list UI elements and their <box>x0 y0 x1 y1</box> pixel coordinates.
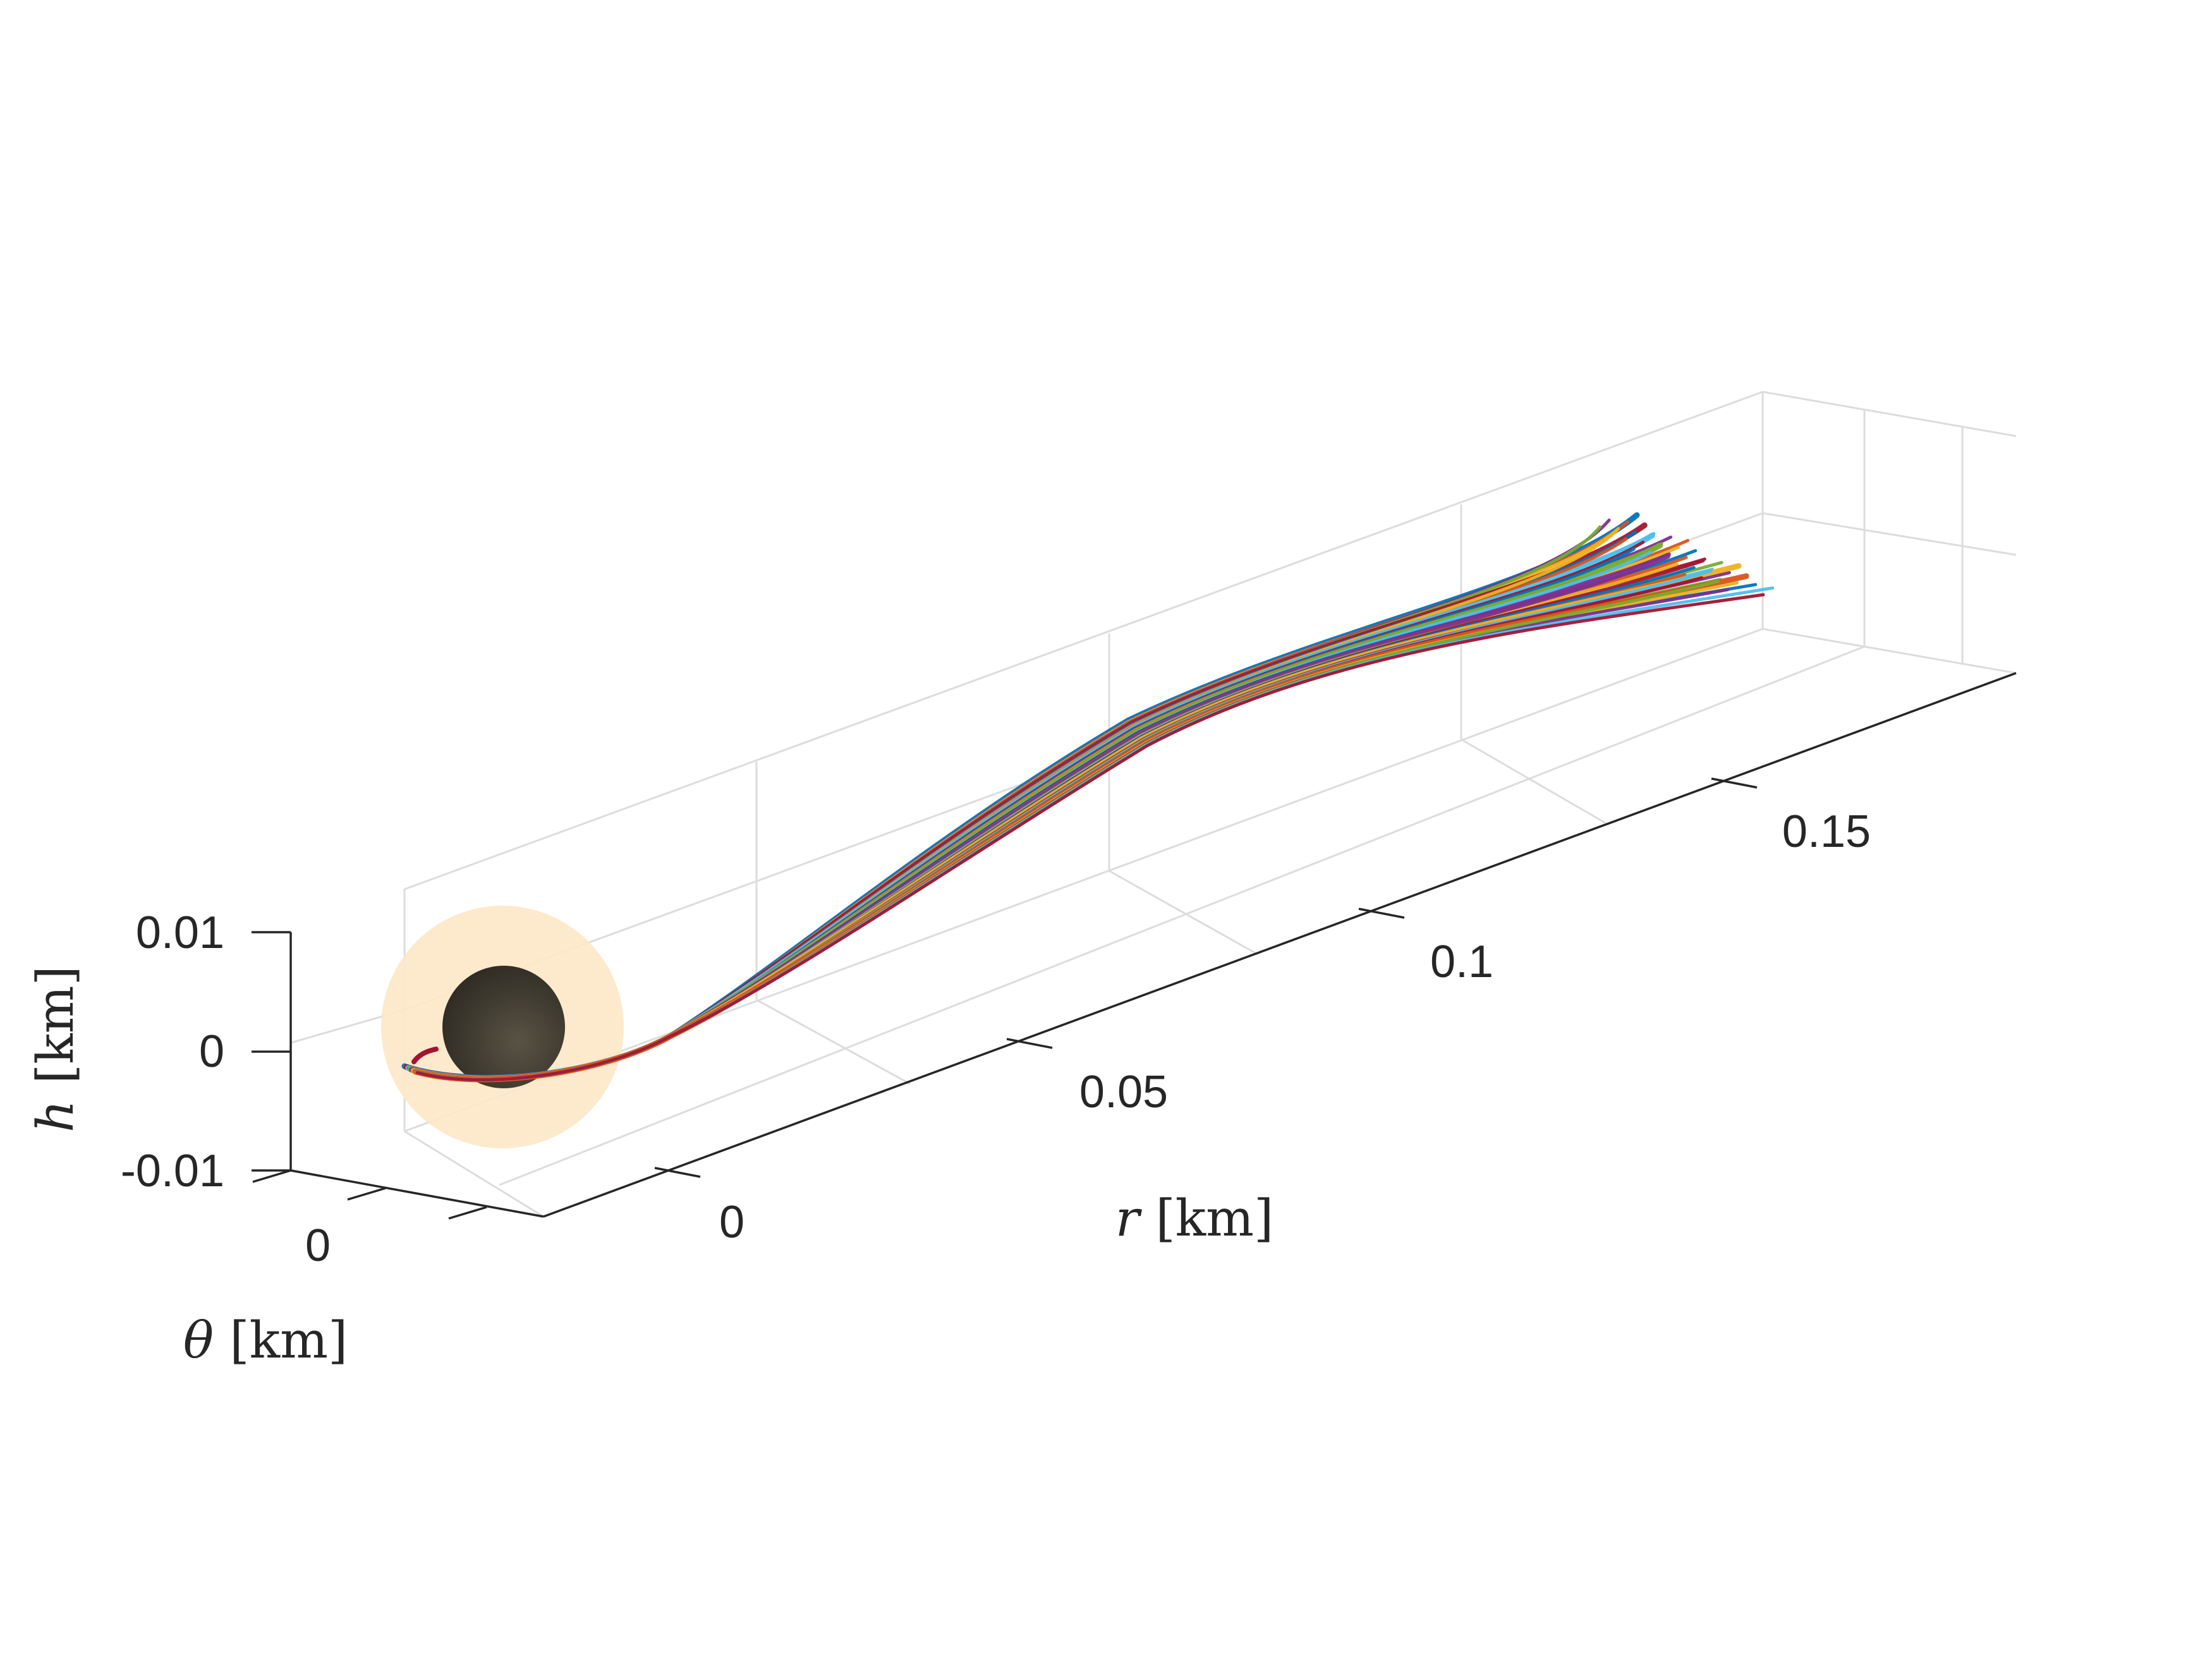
r-tick-mark <box>1711 777 1758 789</box>
r-tick-mark <box>1006 1038 1053 1049</box>
r-tick-label: 0.15 <box>1782 806 1871 857</box>
theta-tick-mark <box>448 1206 487 1220</box>
r-axis-label: r [km] <box>1115 1189 1273 1248</box>
r-axis-line <box>543 672 2017 1218</box>
grid-line <box>499 645 1865 1186</box>
r-axis-label-var: r <box>1115 1189 1143 1248</box>
trajectory-bundle <box>401 512 1775 1083</box>
h-tick-label: -0.01 <box>121 1146 224 1196</box>
grid-line <box>756 999 911 1085</box>
h-tick-label: 0 <box>199 1026 224 1077</box>
tick-labels: 0.01 0 -0.01 0 0 0.05 0.1 0.15 <box>121 806 1871 1271</box>
grid-line <box>1109 870 1258 956</box>
theta-tick-mark <box>347 1187 386 1201</box>
r-tick-mark <box>1358 908 1405 919</box>
theta-axis-label-var: θ <box>183 1311 214 1370</box>
h-tick-label: 0.01 <box>136 908 224 958</box>
h-axis-label-var: h <box>26 1100 85 1133</box>
theta-tick-mark <box>252 1169 291 1183</box>
r-axis-label-unit: [km] <box>1155 1189 1273 1248</box>
theta-axis-label-unit: [km] <box>229 1311 348 1370</box>
trajectory-line <box>415 593 1765 1081</box>
central-body <box>442 966 565 1088</box>
back-wall-top-edge <box>404 391 2017 890</box>
axes <box>252 672 2017 1220</box>
grid-line <box>404 1130 544 1218</box>
grid-line <box>1762 628 2017 674</box>
trajectory-hook <box>411 1047 439 1064</box>
r-tick-label: 0 <box>719 1197 744 1248</box>
grid-line <box>404 628 1763 1133</box>
r-tick-label: 0.1 <box>1430 937 1493 987</box>
theta-axis-line <box>290 1169 544 1218</box>
theta-axis-label: θ [km] <box>183 1311 348 1370</box>
r-tick-label: 0.05 <box>1079 1067 1168 1117</box>
grid-line <box>1762 512 2017 556</box>
grid-line <box>1461 738 1606 824</box>
h-axis-label-unit: [km] <box>26 966 85 1084</box>
r-tick-mark <box>654 1167 701 1178</box>
theta-tick-label: 0 <box>305 1220 331 1271</box>
h-axis-label: h [km] <box>26 966 85 1133</box>
